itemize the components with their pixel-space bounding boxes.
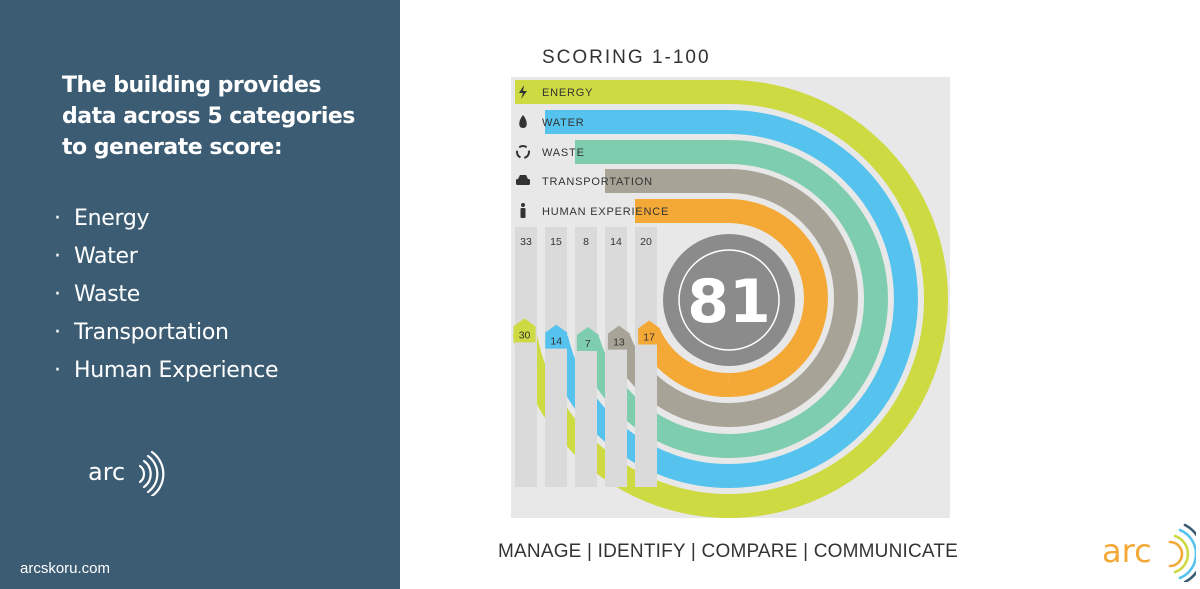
website-link[interactable]: arcskoru.com [20, 560, 111, 577]
max-points-label: 33 [520, 236, 532, 248]
max-points-label: 14 [610, 236, 622, 248]
signal-waves-icon [1168, 523, 1196, 582]
score-band [605, 169, 858, 427]
arc-logo-color: arc [1102, 523, 1196, 582]
total-score: 81 [687, 267, 771, 337]
score-chart: ENERGY WATER WASTE TRANSPORTATION HUMAN EXPE… [511, 77, 950, 518]
category-score: 17 [643, 332, 655, 344]
car-icon [516, 175, 530, 185]
list-item: · Waste [54, 282, 140, 307]
list-item: · Energy [54, 206, 150, 231]
list-item-label: Waste [74, 282, 140, 307]
band-label: ENERGY [542, 87, 593, 99]
band-label: WATER [542, 117, 585, 129]
score-circle [663, 234, 795, 366]
category-score: 30 [519, 329, 531, 341]
score-band [635, 199, 828, 397]
score-marker [576, 327, 599, 352]
list-item-label: Water [74, 244, 138, 269]
list-item: · Water [54, 244, 138, 269]
category-score: 7 [585, 338, 591, 350]
band-label: TRANSPORTATION [542, 176, 653, 188]
score-ring [678, 249, 780, 351]
lightning-bolt-icon [519, 85, 527, 99]
score-marker [513, 318, 536, 343]
signal-waves-icon [138, 450, 165, 496]
chart-title: SCORING 1-100 [542, 47, 711, 68]
max-points-column [605, 227, 627, 487]
max-points-label: 8 [583, 236, 589, 248]
total-score-dial: 81 [663, 234, 795, 366]
max-points-label: 15 [550, 236, 562, 248]
list-item-label: Human Experience [74, 358, 279, 383]
category-score: 14 [550, 336, 562, 348]
water-drop-icon [519, 115, 527, 128]
svg-text:arc: arc [1102, 532, 1152, 570]
score-marker [638, 320, 661, 345]
arc-logo: arc [88, 450, 165, 496]
sidebar: The building provides data across 5 cate… [0, 0, 400, 589]
list-item: · Transportation [54, 320, 229, 345]
max-points-label: 20 [640, 236, 652, 248]
person-icon [520, 203, 526, 218]
category-list: · Energy · Water · Waste · Transportation · H… [54, 200, 279, 390]
list-item-label: Energy [74, 206, 150, 231]
recycle-icon [516, 145, 530, 159]
max-points-column [635, 227, 657, 487]
max-points-column [515, 227, 537, 487]
list-item: · Human Experience [54, 358, 279, 383]
category-score: 13 [613, 337, 625, 349]
list-item-label: Transportation [74, 320, 229, 345]
max-points-column [545, 227, 567, 487]
max-points-column [575, 227, 597, 487]
intro-text: The building provides data across 5 cate… [62, 73, 355, 160]
score-band [515, 80, 948, 518]
score-band [575, 140, 888, 458]
band-label: HUMAN EXPERIENCE [542, 206, 669, 218]
score-marker [607, 325, 630, 350]
svg-text:arc: arc [88, 458, 125, 486]
band-label: WASTE [542, 147, 585, 159]
tagline: MANAGE | IDENTIFY | COMPARE | COMMUNICAT… [498, 541, 959, 562]
score-band [545, 110, 918, 488]
score-marker [545, 324, 568, 349]
